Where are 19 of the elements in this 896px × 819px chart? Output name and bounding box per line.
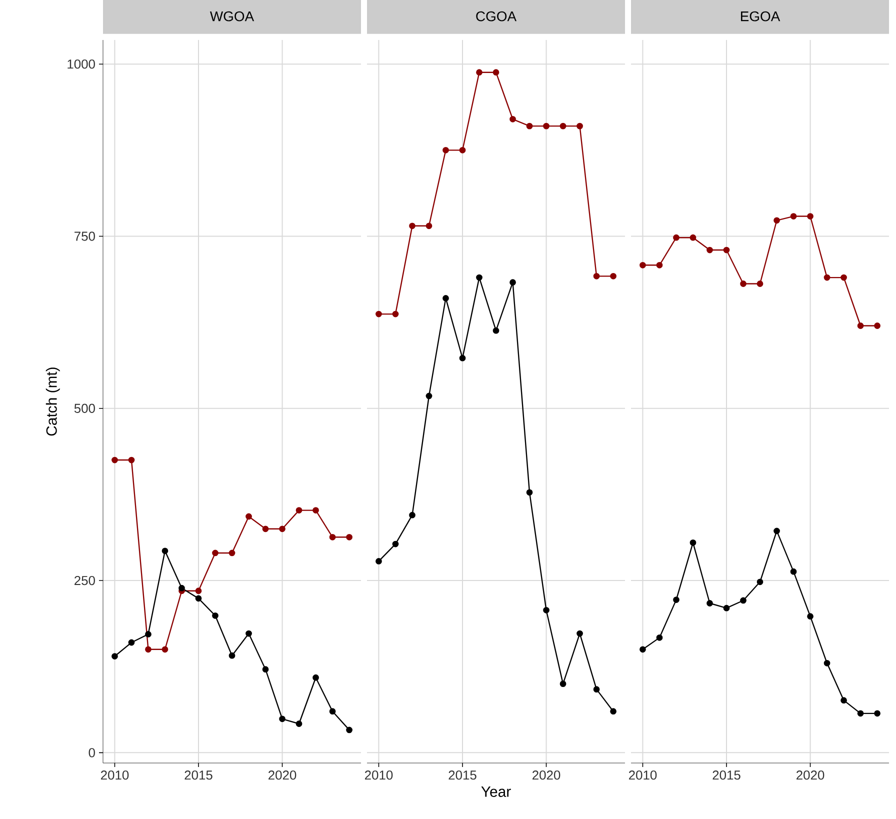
chart-title: WGOA	[210, 11, 254, 22]
x-tick-label: 2010	[364, 770, 393, 780]
x-tick-label: 2015	[448, 770, 476, 780]
x-tick-label: 2020	[268, 770, 296, 780]
x-tick-label: 2010	[628, 770, 657, 780]
y-axis-title: Catch (mt)	[46, 368, 60, 436]
chart-title: CGOA	[476, 11, 517, 22]
y-tick-label: 750	[74, 232, 95, 241]
y-tick-label: 1000	[68, 60, 95, 69]
y-tick-label: 0	[88, 748, 95, 758]
chart-title: EGOA	[741, 11, 780, 22]
y-tick-label: 500	[74, 404, 95, 413]
x-axis-title: Year	[481, 786, 511, 797]
x-tick-label: 2020	[796, 770, 824, 780]
x-tick-label: 2015	[712, 770, 740, 780]
x-tick-label: 2020	[532, 770, 560, 780]
x-tick-label: 2010	[100, 770, 129, 780]
x-tick-label: 2015	[184, 770, 212, 780]
y-tick-label: 250	[74, 576, 95, 586]
